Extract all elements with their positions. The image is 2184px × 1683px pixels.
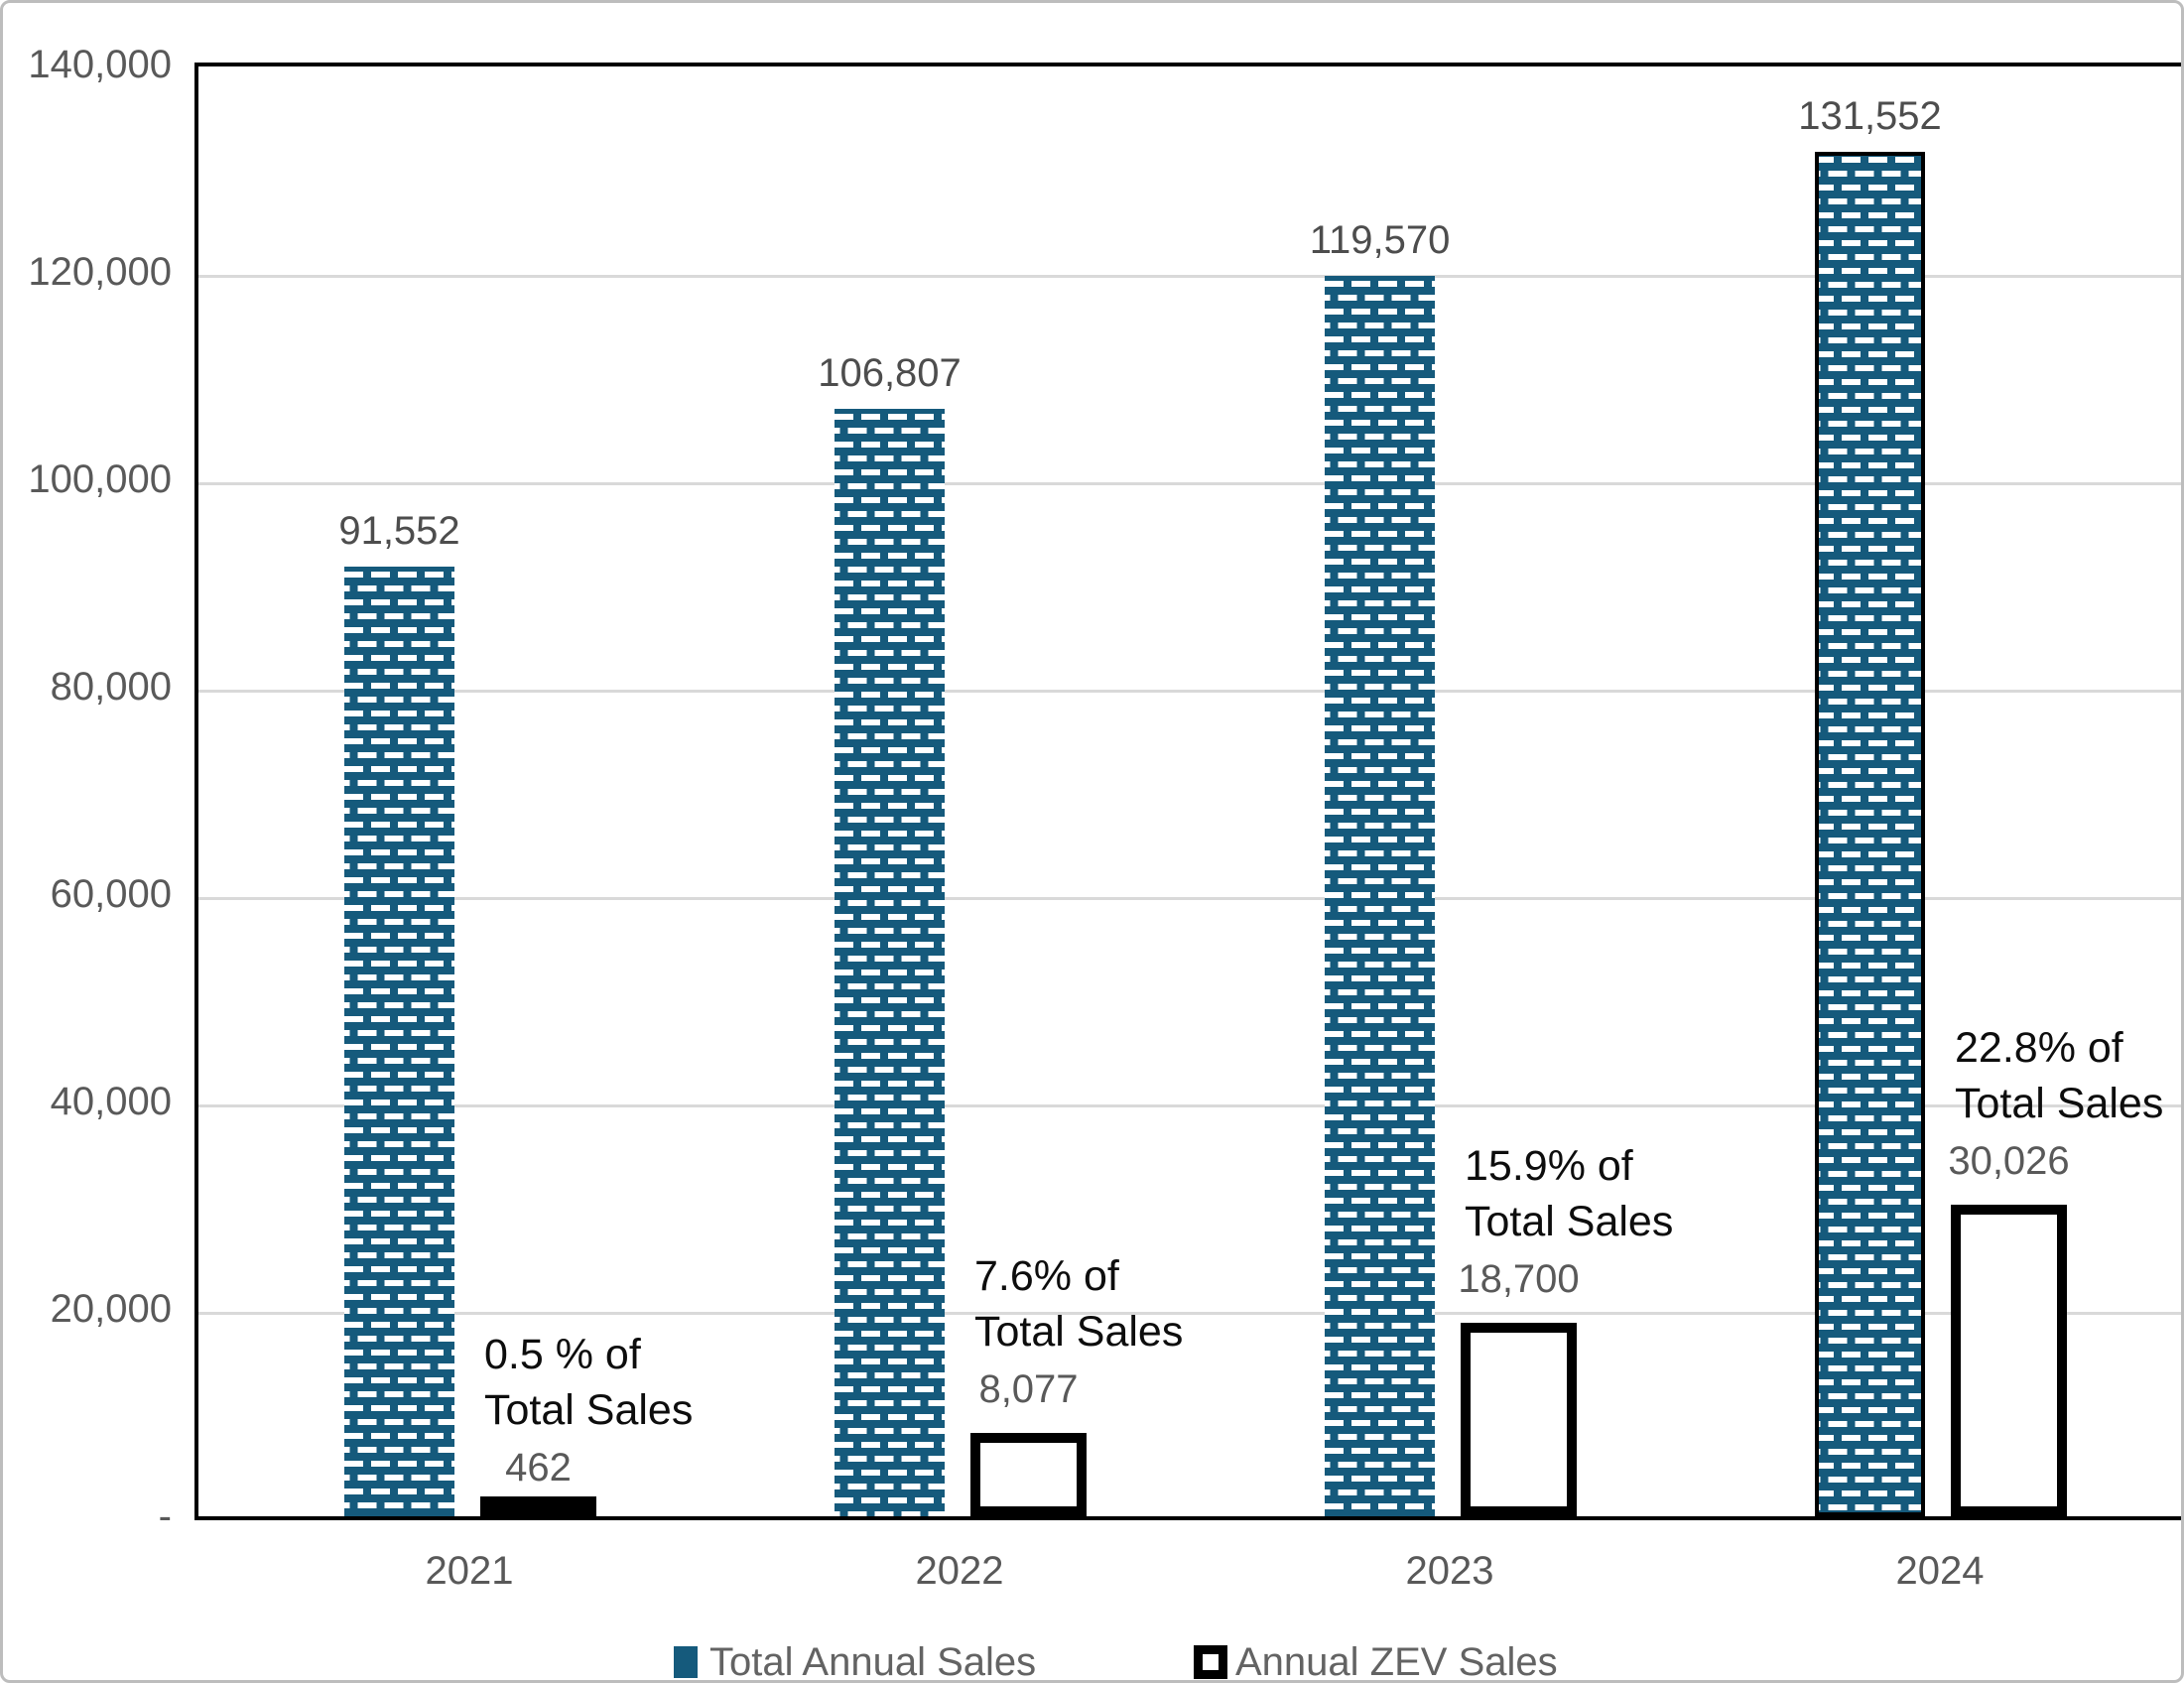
gridline	[198, 1312, 2181, 1315]
total-sales-bar	[344, 567, 454, 1516]
y-tick-label: 140,000	[28, 43, 172, 86]
total-sales-value-label: 119,570	[1309, 218, 1451, 262]
zev-sales-bar	[480, 1496, 596, 1516]
total-sales-value-label: 106,807	[818, 351, 962, 395]
total-sales-value-label: 91,552	[338, 509, 460, 553]
gridline	[198, 275, 2181, 278]
y-tick-label: 40,000	[50, 1080, 172, 1123]
x-axis-line	[194, 1516, 2181, 1520]
legend: Total Annual Sales Annual ZEV Sales	[3, 1635, 2181, 1683]
x-tick-label: 2022	[915, 1549, 1004, 1593]
gridline	[198, 1104, 2181, 1107]
total-sales-bar	[1325, 276, 1435, 1516]
total-sales-bar	[1815, 152, 1925, 1516]
zev-sales-value-label: 18,700	[1458, 1256, 1580, 1301]
y-tick-label: 120,000	[28, 250, 172, 294]
annual-zev-sales-swatch-icon	[1194, 1645, 1227, 1679]
y-tick-label: 100,000	[28, 457, 172, 501]
x-tick-label: 2024	[1895, 1549, 1985, 1593]
gridline	[198, 897, 2181, 900]
zev-sales-bar	[1951, 1205, 2067, 1516]
legend-item-total-annual-sales: Total Annual Sales	[674, 1639, 1037, 1683]
x-tick-label: 2021	[425, 1549, 514, 1593]
zev-sales-value-label: 30,026	[1948, 1139, 2070, 1184]
x-tick-label: 2023	[1405, 1549, 1494, 1593]
y-tick-label: -	[158, 1494, 172, 1538]
y-tick-label: 20,000	[50, 1287, 172, 1331]
legend-label-annual-zev-sales: Annual ZEV Sales	[1235, 1640, 1558, 1683]
y-tick-label: 80,000	[50, 665, 172, 709]
legend-item-annual-zev-sales: Annual ZEV Sales	[1194, 1639, 1558, 1683]
zev-sales-value-label: 462	[505, 1446, 572, 1490]
total-annual-sales-swatch-icon	[674, 1646, 698, 1678]
total-sales-value-label: 131,552	[1798, 94, 1942, 138]
gridline	[198, 482, 2181, 485]
gridline	[198, 690, 2181, 693]
percent-annotation: 15.9% of Total Sales	[1465, 1141, 1674, 1245]
zev-sales-bar	[970, 1433, 1087, 1516]
y-axis-line	[194, 63, 198, 1520]
percent-annotation: 22.8% of Total Sales	[1955, 1024, 2164, 1128]
zev-sales-bar	[1461, 1323, 1577, 1516]
y-tick-label: 60,000	[50, 872, 172, 916]
zev-sales-value-label: 8,077	[978, 1366, 1079, 1411]
plot-area: 91,552 462 0.5 % of Total Sales 106,807 8,077…	[194, 65, 2181, 1520]
percent-annotation: 7.6% of Total Sales	[974, 1251, 1184, 1356]
legend-label-total-annual-sales: Total Annual Sales	[709, 1640, 1037, 1683]
percent-annotation: 0.5 % of Total Sales	[484, 1331, 694, 1435]
total-sales-bar	[835, 409, 945, 1516]
plot-top-border	[194, 63, 2181, 66]
